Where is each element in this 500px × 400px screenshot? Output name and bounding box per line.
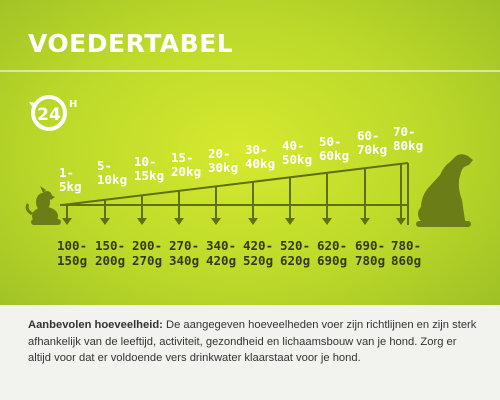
weight-range-end: 20kg bbox=[171, 164, 202, 179]
weight-range-label: 15- 20kg bbox=[171, 151, 201, 179]
daily-amount-label: 150- 200g bbox=[95, 238, 125, 268]
daily-amount-label: 780- 860g bbox=[391, 238, 421, 268]
daily-amount-end: 270g bbox=[132, 253, 163, 268]
chart-lines bbox=[60, 162, 409, 225]
chart-arrow-head bbox=[100, 218, 110, 225]
weight-range-label: 60- 70kg bbox=[357, 129, 387, 157]
daily-amount-label: 520- 620g bbox=[280, 238, 310, 268]
weight-range-end: 10kg bbox=[97, 172, 128, 187]
chart-arrow-head bbox=[322, 218, 332, 225]
chart-arrow-head bbox=[248, 218, 258, 225]
24h-clock-icon: 24 H bbox=[29, 95, 77, 131]
daily-amount-start: 420- bbox=[243, 238, 274, 253]
daily-amount-start: 100- bbox=[57, 238, 88, 253]
daily-amount-start: 520- bbox=[280, 238, 311, 253]
weight-range-start: 40- bbox=[282, 138, 305, 153]
weight-range-end: 70kg bbox=[357, 142, 388, 157]
weight-range-end: 30kg bbox=[208, 160, 239, 175]
chart-arrow-head bbox=[211, 218, 221, 225]
daily-amount-end: 520g bbox=[243, 253, 274, 268]
daily-amount-start: 150- bbox=[95, 238, 126, 253]
recommended-amount-note: Aanbevolen hoeveelheid: De aangegeven ho… bbox=[28, 317, 478, 367]
chart-slope-line bbox=[61, 162, 409, 206]
note-text: De aangegeven hoeveelheden voer zijn ric… bbox=[28, 319, 477, 364]
badge-number: 24 bbox=[37, 105, 61, 125]
daily-amount-end: 420g bbox=[206, 253, 237, 268]
daily-amount-label: 620- 690g bbox=[317, 238, 347, 268]
weight-range-start: 10- bbox=[134, 154, 157, 169]
daily-amount-label: 200- 270g bbox=[132, 238, 162, 268]
daily-amount-end: 340g bbox=[169, 253, 200, 268]
weight-range-start: 20- bbox=[208, 146, 231, 161]
weight-range-label: 10- 15kg bbox=[134, 155, 164, 183]
feeding-chart bbox=[25, 154, 473, 227]
weight-range-end: 50kg bbox=[282, 152, 313, 167]
large-dog-silhouette-icon bbox=[416, 154, 473, 227]
daily-amount-start: 270- bbox=[169, 238, 200, 253]
daily-amount-end: 620g bbox=[280, 253, 311, 268]
weight-range-start: 50- bbox=[319, 134, 342, 149]
page-title: VOEDERTABEL bbox=[28, 29, 234, 58]
daily-amount-end: 200g bbox=[95, 253, 126, 268]
daily-amount-end: 690g bbox=[317, 253, 348, 268]
daily-amount-label: 690- 780g bbox=[355, 238, 385, 268]
daily-amount-end: 150g bbox=[57, 253, 88, 268]
weight-range-start: 15- bbox=[171, 150, 194, 165]
weight-range-end: 60kg bbox=[319, 148, 350, 163]
weight-range-end: 5kg bbox=[59, 179, 82, 194]
chart-arrow-head bbox=[285, 218, 295, 225]
chart-arrow-head bbox=[137, 218, 147, 225]
weight-range-label: 5- 10kg bbox=[97, 159, 127, 187]
weight-range-start: 1- bbox=[59, 165, 75, 180]
daily-amount-start: 620- bbox=[317, 238, 348, 253]
daily-amount-end: 780g bbox=[355, 253, 386, 268]
weight-range-label: 40- 50kg bbox=[282, 139, 312, 167]
note-label: Aanbevolen hoeveelheid: bbox=[28, 319, 163, 331]
weight-range-end: 80kg bbox=[393, 138, 424, 153]
weight-range-start: 5- bbox=[97, 158, 113, 173]
daily-amount-end: 860g bbox=[391, 253, 422, 268]
chart-arrow-head bbox=[62, 218, 72, 225]
title-divider bbox=[0, 70, 500, 72]
weight-range-label: 50- 60kg bbox=[319, 135, 349, 163]
weight-range-start: 30- bbox=[245, 142, 268, 157]
weight-range-end: 15kg bbox=[134, 168, 165, 183]
weight-range-label: 30- 40kg bbox=[245, 143, 275, 171]
chart-arrow-head bbox=[396, 218, 406, 225]
weight-range-label: 70- 80kg bbox=[393, 125, 423, 153]
daily-amount-label: 340- 420g bbox=[206, 238, 236, 268]
small-dog-silhouette-icon bbox=[25, 186, 61, 225]
daily-amount-start: 340- bbox=[206, 238, 237, 253]
weight-range-end: 40kg bbox=[245, 156, 276, 171]
weight-range-label: 1- 5kg bbox=[59, 166, 82, 194]
weight-range-start: 70- bbox=[393, 124, 416, 139]
daily-amount-label: 270- 340g bbox=[169, 238, 199, 268]
daily-amount-label: 100- 150g bbox=[57, 238, 87, 268]
daily-amount-start: 690- bbox=[355, 238, 386, 253]
daily-amount-label: 420- 520g bbox=[243, 238, 273, 268]
weight-range-start: 60- bbox=[357, 128, 380, 143]
weight-range-label: 20- 30kg bbox=[208, 147, 238, 175]
chart-arrow-head bbox=[174, 218, 184, 225]
daily-amount-start: 780- bbox=[391, 238, 422, 253]
daily-amount-start: 200- bbox=[132, 238, 163, 253]
badge-unit: H bbox=[69, 99, 77, 110]
info-panel bbox=[0, 305, 500, 400]
chart-arrow-head bbox=[360, 218, 370, 225]
